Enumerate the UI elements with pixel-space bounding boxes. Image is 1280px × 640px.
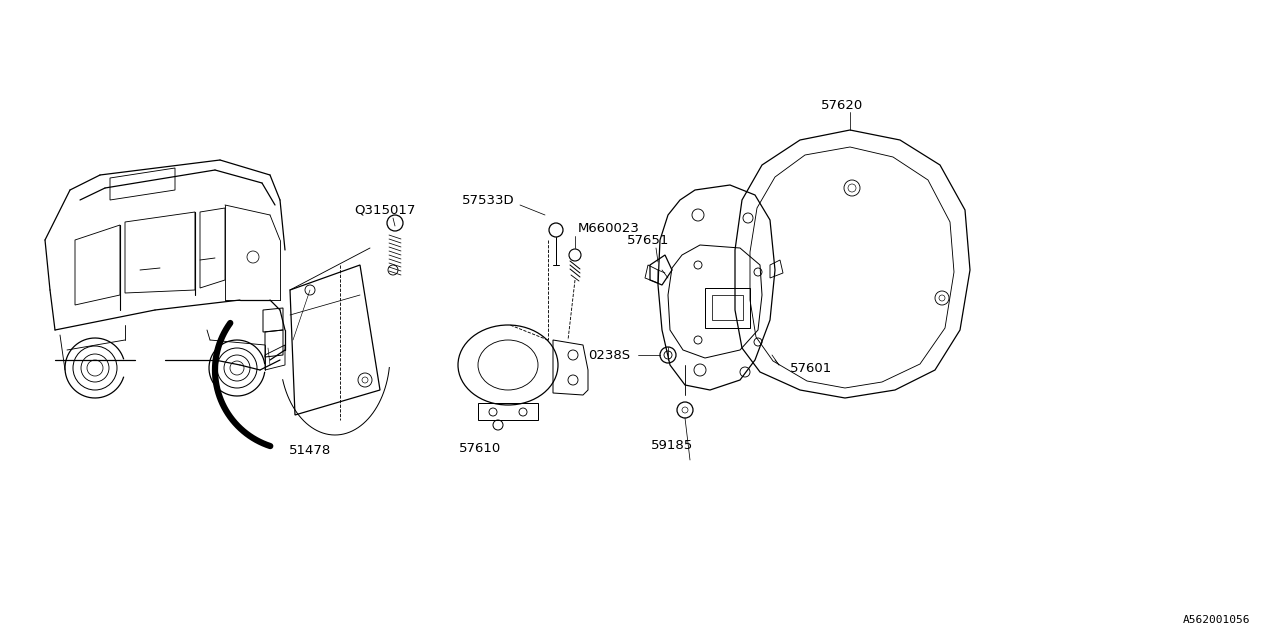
Text: 51478: 51478 [289,444,332,456]
Text: A562001056: A562001056 [1183,615,1251,625]
Text: 57601: 57601 [790,362,832,374]
Text: 59185: 59185 [650,438,694,451]
Text: M660023: M660023 [579,221,640,234]
Text: 57651: 57651 [627,234,669,246]
Text: 0238S: 0238S [588,349,630,362]
Text: 57533D: 57533D [462,193,515,207]
Text: 57620: 57620 [820,99,863,111]
Text: Q315017: Q315017 [355,204,416,216]
Text: 57610: 57610 [458,442,502,454]
